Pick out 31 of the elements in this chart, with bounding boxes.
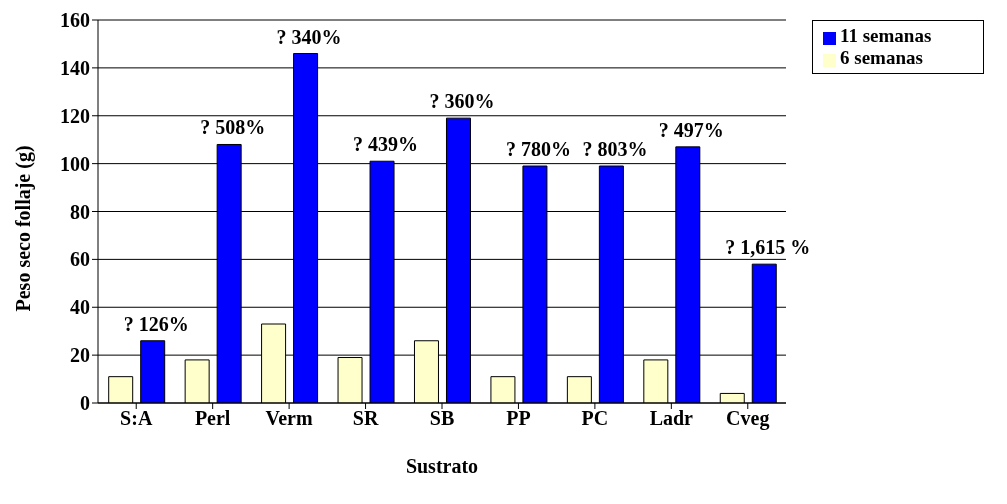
y-tick-label: 20 <box>70 344 90 367</box>
y-tick-label: 0 <box>80 392 90 415</box>
y-axis-title: Peso seco follaje (g) <box>12 145 36 312</box>
annotation: ? 803% <box>582 138 648 161</box>
annotation: ? 508% <box>200 116 266 139</box>
annotation: ? 360% <box>429 90 495 113</box>
annotation: ? 497% <box>658 118 724 141</box>
annotation: ? 780% <box>505 138 571 161</box>
y-tick-label: 80 <box>70 200 90 223</box>
x-axis-title: Sustrato <box>405 455 479 477</box>
legend-label: 11 semanas <box>840 25 932 46</box>
x-tick-label: PC <box>581 407 609 430</box>
x-tick-label: SB <box>429 407 455 430</box>
y-tick-label: 160 <box>60 9 90 32</box>
x-tick-label: Perl <box>194 407 231 430</box>
annotation: ? 340% <box>276 25 342 48</box>
x-tick-label: Ladr <box>649 407 694 430</box>
y-tick-label: 140 <box>60 56 90 79</box>
y-tick-label: 120 <box>60 104 90 127</box>
annotation: ? 1,615 % <box>725 236 811 259</box>
y-tick-label: 60 <box>70 248 90 271</box>
x-tick-label: S:A <box>120 407 153 430</box>
annotation: ? 439% <box>353 133 419 156</box>
y-tick-label: 100 <box>60 152 90 175</box>
annotation: ? 126% <box>123 312 189 335</box>
legend-label: 6 semanas <box>840 47 923 68</box>
y-tick-label: 40 <box>70 296 90 319</box>
x-tick-label: Cveg <box>726 407 770 431</box>
x-tick-label: Verm <box>265 407 313 430</box>
x-tick-label: SR <box>352 407 379 430</box>
x-tick-label: PP <box>506 407 531 430</box>
